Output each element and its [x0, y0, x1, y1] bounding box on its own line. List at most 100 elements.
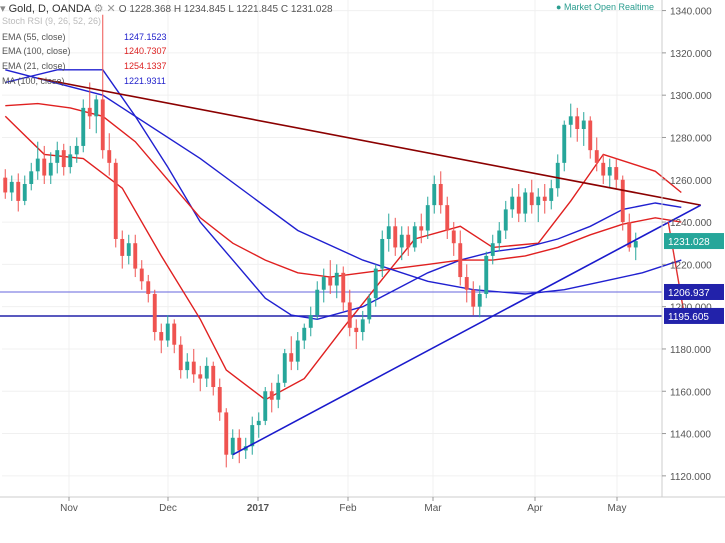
- candle-body: [204, 365, 209, 379]
- legend-label: EMA (55, close): [2, 32, 66, 42]
- candle-body: [61, 150, 66, 168]
- legend-label: Stoch RSI (9, 26, 52, 26): [2, 16, 102, 26]
- candle-body: [42, 158, 47, 176]
- y-tick-label: 1140.000: [670, 430, 711, 441]
- candle-body: [614, 167, 619, 180]
- legend-item-ema-100[interactable]: EMA (100, close) 1240.7307: [2, 46, 167, 56]
- legend-item-ema-55[interactable]: EMA (55, close) 1247.1523: [2, 32, 167, 42]
- y-tick-label: 1260.000: [670, 176, 712, 187]
- y-tick-label: 1120.000: [670, 472, 711, 483]
- series-line: [5, 69, 682, 321]
- candle-body: [510, 196, 515, 210]
- candle-body: [536, 196, 541, 206]
- candle-body: [302, 327, 307, 341]
- candle-body: [360, 319, 365, 333]
- candle-body: [172, 323, 177, 345]
- candle-body: [263, 391, 268, 421]
- y-tick-label: 1240.000: [670, 218, 712, 229]
- candle-body: [237, 437, 242, 451]
- candle-body: [256, 420, 261, 426]
- candle-body: [276, 382, 281, 400]
- candle-body: [81, 107, 86, 146]
- candle-body: [529, 192, 534, 206]
- legend-value: 1221.9311: [124, 76, 166, 86]
- candle-body: [269, 391, 274, 400]
- candle-body: [295, 340, 300, 362]
- candle-body: [607, 167, 612, 176]
- close-value: 1231.028: [290, 4, 333, 15]
- settings-icon[interactable]: ⚙: [93, 3, 104, 15]
- status-dot-icon: ●: [556, 2, 562, 12]
- candle-body: [126, 243, 131, 256]
- candle-body: [341, 272, 346, 303]
- y-tick-label: 1220.000: [670, 260, 712, 271]
- legend-label: EMA (100, close): [2, 46, 71, 56]
- series-line: [5, 69, 682, 295]
- candle-body: [289, 353, 294, 362]
- candle-body: [217, 387, 222, 413]
- market-status: ● Market Open Realtime: [556, 2, 654, 12]
- market-status-text: Market Open: [563, 2, 616, 12]
- candle-body: [3, 177, 8, 193]
- price-tag-label: 1206.937: [668, 288, 710, 299]
- candle-body: [633, 241, 638, 248]
- candle-body: [627, 222, 632, 248]
- candle-body: [373, 268, 378, 299]
- candle-body: [250, 425, 255, 447]
- y-tick-label: 1320.000: [670, 49, 712, 60]
- candle-body: [419, 226, 424, 231]
- collapse-icon[interactable]: ▾: [0, 3, 6, 15]
- candle-body: [445, 205, 450, 231]
- legend-value: 1240.7307: [124, 46, 167, 56]
- price-tag: [664, 283, 724, 300]
- open-value: 1228.368: [129, 4, 172, 15]
- candle-body: [146, 281, 151, 294]
- candle-body: [367, 298, 372, 320]
- candle-body: [451, 230, 456, 244]
- candle-body: [406, 234, 411, 248]
- candle-body: [575, 116, 580, 130]
- x-tick-label: Mar: [424, 503, 442, 514]
- candle-body: [159, 332, 164, 341]
- candle-body: [178, 344, 183, 371]
- candle-body: [165, 323, 170, 341]
- x-tick-label: Dec: [159, 503, 177, 514]
- candle-body: [555, 162, 560, 189]
- candle-body: [230, 437, 235, 455]
- low-label: L: [228, 4, 234, 15]
- y-tick-label: 1160.000: [670, 387, 711, 398]
- legend-item-ma-100[interactable]: MA (100, close) 1221.9311: [2, 76, 166, 86]
- candle-body: [516, 196, 521, 214]
- x-tick-label: Feb: [339, 503, 357, 514]
- close-label: C: [280, 4, 289, 15]
- candle-body: [282, 353, 287, 383]
- candle-body: [9, 181, 14, 193]
- candle-body: [211, 365, 216, 388]
- candle-body: [191, 361, 196, 375]
- candle-body: [477, 293, 482, 307]
- candle-body: [139, 268, 144, 282]
- candle-body: [315, 289, 320, 316]
- candle-body: [16, 181, 21, 201]
- candle-body: [399, 234, 404, 248]
- legend-item-stoch-rsi[interactable]: Stoch RSI (9, 26, 52, 26): [2, 16, 101, 26]
- candle-body: [185, 361, 190, 371]
- candle-body: [568, 116, 573, 125]
- legend-item-ema-21[interactable]: EMA (21, close) 1254.1337: [2, 61, 167, 71]
- price-tag: [664, 307, 724, 324]
- x-axis[interactable]: Nov Dec 2017 Feb Mar Apr May: [60, 497, 626, 514]
- close-icon[interactable]: ✕: [106, 3, 116, 15]
- y-tick-label: 1180.000: [670, 345, 711, 356]
- candle-body: [588, 120, 593, 151]
- candle-body: [94, 99, 99, 117]
- candle-body: [198, 374, 203, 379]
- candle-body: [425, 205, 430, 231]
- x-tick-label: 2017: [247, 503, 270, 514]
- candle-body: [562, 124, 567, 163]
- symbol-title[interactable]: Gold, D, OANDA: [8, 3, 91, 15]
- legend-label: EMA (21, close): [2, 61, 66, 71]
- candle-body: [321, 277, 326, 290]
- x-tick-label: May: [608, 503, 627, 514]
- candle-body: [490, 243, 495, 256]
